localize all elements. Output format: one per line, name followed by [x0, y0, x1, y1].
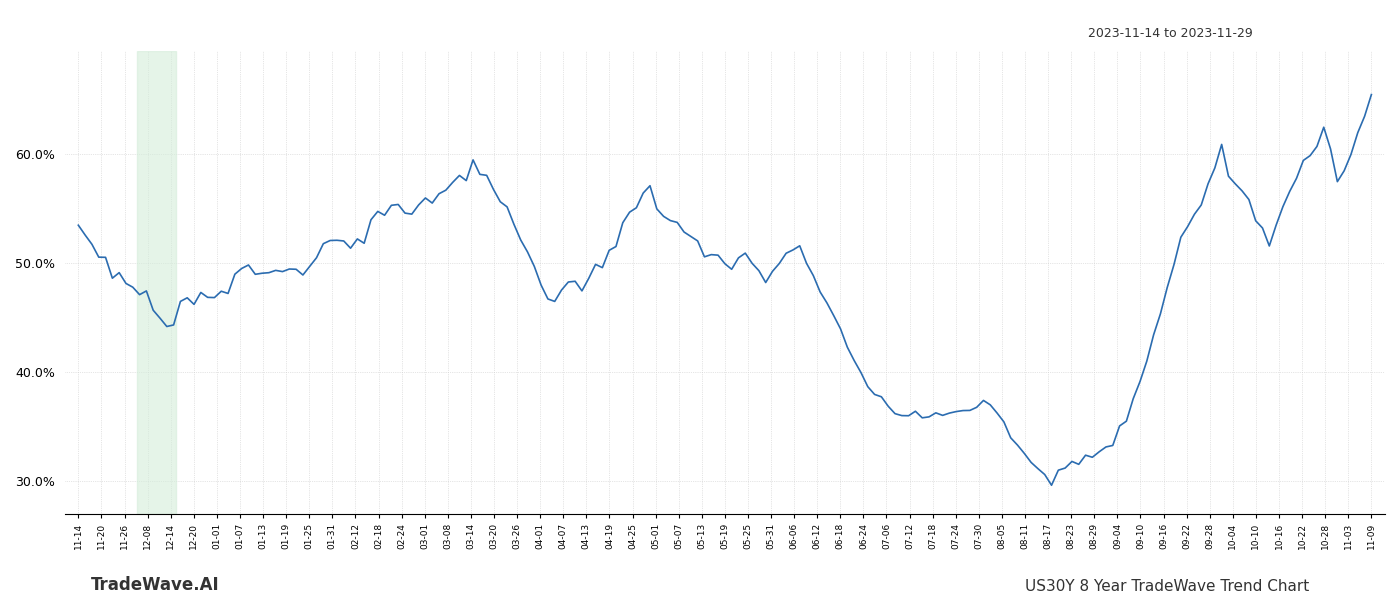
- Bar: [137, 51, 176, 514]
- Text: US30Y 8 Year TradeWave Trend Chart: US30Y 8 Year TradeWave Trend Chart: [1025, 579, 1309, 594]
- Text: TradeWave.AI: TradeWave.AI: [91, 576, 220, 594]
- Text: 2023-11-14 to 2023-11-29: 2023-11-14 to 2023-11-29: [1088, 27, 1253, 40]
